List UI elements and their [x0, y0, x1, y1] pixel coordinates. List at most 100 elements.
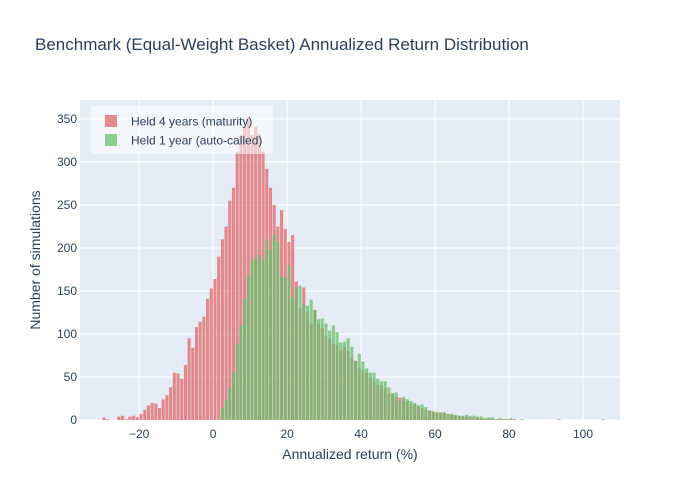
histogram-bar[interactable]: [409, 401, 413, 420]
histogram-bar[interactable]: [420, 404, 424, 420]
histogram-bar[interactable]: [601, 419, 605, 420]
histogram-bar[interactable]: [128, 416, 132, 420]
histogram-bar[interactable]: [439, 412, 443, 420]
histogram-bar[interactable]: [490, 417, 494, 420]
histogram-bar[interactable]: [183, 364, 187, 420]
histogram-bar[interactable]: [331, 325, 335, 420]
histogram-bar[interactable]: [487, 417, 491, 420]
histogram-bar[interactable]: [198, 321, 202, 420]
histogram-bar[interactable]: [365, 368, 369, 420]
histogram-bar[interactable]: [250, 260, 254, 420]
legend-swatch-autocalled[interactable]: [105, 134, 117, 146]
histogram-bar[interactable]: [106, 419, 110, 420]
histogram-bar[interactable]: [309, 299, 313, 420]
histogram-bar[interactable]: [261, 260, 265, 420]
histogram-bar[interactable]: [254, 258, 258, 420]
histogram-bar[interactable]: [413, 402, 417, 420]
histogram-bar[interactable]: [505, 419, 509, 420]
histogram-bar[interactable]: [243, 298, 247, 420]
histogram-bar[interactable]: [405, 399, 409, 420]
histogram-bar[interactable]: [320, 318, 324, 420]
histogram-bar[interactable]: [324, 323, 328, 420]
histogram-bar[interactable]: [246, 275, 250, 420]
histogram-bar[interactable]: [520, 419, 524, 420]
histogram-bar[interactable]: [387, 387, 391, 420]
histogram-bar[interactable]: [235, 151, 239, 420]
legend-swatch-maturity[interactable]: [105, 115, 117, 127]
histogram-bar[interactable]: [220, 239, 224, 420]
histogram-bar[interactable]: [154, 403, 158, 420]
histogram-bar[interactable]: [265, 239, 269, 420]
histogram-bar[interactable]: [209, 288, 213, 420]
histogram-bar[interactable]: [476, 416, 480, 420]
histogram-bar[interactable]: [390, 393, 395, 420]
histogram-bar[interactable]: [305, 305, 310, 420]
histogram-bar[interactable]: [172, 372, 176, 420]
histogram-bar[interactable]: [442, 412, 446, 420]
histogram-bar[interactable]: [146, 405, 150, 420]
histogram-bar[interactable]: [213, 278, 217, 420]
histogram-bar[interactable]: [350, 346, 354, 420]
histogram-bar[interactable]: [339, 342, 343, 420]
histogram-bar[interactable]: [291, 297, 295, 420]
histogram-bar[interactable]: [157, 407, 162, 420]
histogram-bar[interactable]: [143, 409, 147, 420]
histogram-bar[interactable]: [461, 415, 465, 420]
histogram-bar[interactable]: [383, 381, 387, 420]
histogram-bar[interactable]: [202, 316, 206, 420]
legend-label-autocalled[interactable]: Held 1 year (auto-called): [131, 134, 262, 148]
histogram-bar[interactable]: [220, 407, 224, 420]
histogram-bar[interactable]: [464, 414, 469, 420]
histogram-bar[interactable]: [231, 372, 236, 420]
histogram-bar[interactable]: [424, 407, 428, 420]
histogram-bar[interactable]: [483, 418, 487, 420]
histogram-bar[interactable]: [298, 285, 302, 420]
histogram-bar[interactable]: [427, 410, 432, 420]
histogram-bar[interactable]: [472, 415, 476, 420]
histogram-bar[interactable]: [294, 287, 298, 420]
histogram-bar[interactable]: [501, 419, 506, 420]
histogram-bar[interactable]: [468, 415, 472, 420]
histogram-bar[interactable]: [494, 419, 498, 420]
histogram-bar[interactable]: [169, 387, 173, 420]
histogram-bar[interactable]: [328, 330, 332, 420]
histogram-bar[interactable]: [235, 344, 239, 420]
histogram-bar[interactable]: [194, 327, 199, 420]
histogram-bar[interactable]: [206, 298, 210, 420]
histogram-bar[interactable]: [346, 338, 350, 420]
histogram-bar[interactable]: [317, 319, 321, 420]
histogram-bar[interactable]: [376, 378, 380, 420]
histogram-bar[interactable]: [394, 392, 398, 420]
histogram-bar[interactable]: [180, 378, 184, 420]
histogram-bar[interactable]: [379, 381, 383, 420]
histogram-bar[interactable]: [513, 419, 517, 420]
histogram-bar[interactable]: [161, 399, 165, 420]
histogram-bar[interactable]: [135, 417, 139, 420]
histogram-bar[interactable]: [191, 347, 195, 420]
histogram-bar[interactable]: [302, 304, 306, 420]
histogram-bar[interactable]: [187, 338, 191, 420]
histogram-bar[interactable]: [342, 341, 347, 420]
histogram-bar[interactable]: [224, 400, 228, 420]
histogram-bar[interactable]: [228, 388, 232, 420]
histogram-bar[interactable]: [479, 416, 483, 420]
histogram-bar[interactable]: [272, 235, 276, 420]
histogram-bar[interactable]: [453, 414, 457, 420]
histogram-bar[interactable]: [446, 413, 450, 420]
histogram-bar[interactable]: [498, 418, 502, 420]
histogram-bar[interactable]: [217, 256, 221, 420]
histogram-bar[interactable]: [280, 277, 284, 420]
histogram-bar[interactable]: [139, 413, 143, 420]
histogram-bar[interactable]: [557, 419, 561, 420]
histogram-bar[interactable]: [117, 416, 121, 420]
histogram-bar[interactable]: [450, 413, 454, 420]
histogram-bar[interactable]: [416, 405, 420, 420]
histogram-bar[interactable]: [276, 241, 280, 420]
histogram-bar[interactable]: [239, 325, 243, 420]
histogram-bar[interactable]: [368, 372, 372, 420]
histogram-bar[interactable]: [287, 265, 291, 420]
histogram-bar[interactable]: [357, 353, 361, 420]
histogram-bar[interactable]: [176, 373, 180, 420]
histogram-bar[interactable]: [335, 332, 339, 420]
histogram-bar[interactable]: [165, 395, 169, 420]
